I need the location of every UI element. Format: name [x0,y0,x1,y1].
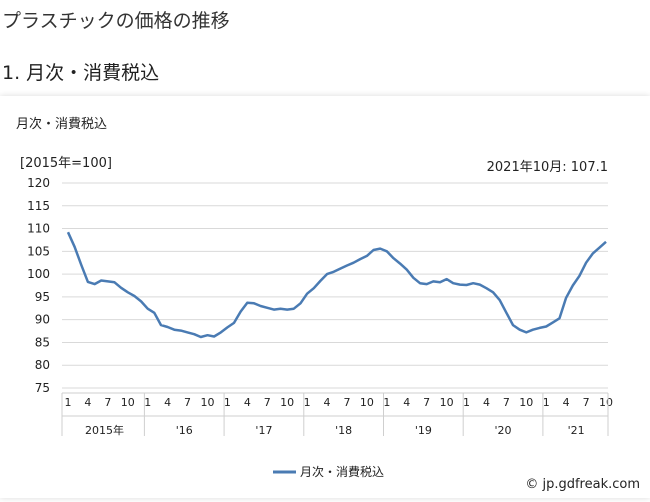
x-tick-label: 1 [463,396,470,409]
legend: 月次・消費税込 [273,464,384,479]
line-chart: 月次・消費税込 [2015年=100] 2021年10月: 107.1 75 80… [0,96,650,498]
y-tick-label: 105 [27,244,50,258]
x-tick-label: 1 [304,396,311,409]
y-tick-label: 80 [35,358,50,372]
y-tick-label: 120 [27,176,50,190]
x-tick-label: 4 [324,396,331,409]
x-year-label: '21 [568,424,585,437]
x-year-label: '18 [335,424,352,437]
chart-title: 月次・消費税込 [16,116,107,132]
x-tick-label: 10 [280,396,294,409]
x-tick-label: 7 [503,396,510,409]
x-year-label: '17 [255,424,272,437]
x-tick-label: 1 [543,396,550,409]
x-tick-label: 10 [519,396,533,409]
chart-card: 月次・消費税込 [2015年=100] 2021年10月: 107.1 75 80… [0,96,650,498]
y-tick-label: 85 [35,335,50,349]
y-tick-label: 110 [27,222,50,236]
y-tick-label: 90 [35,313,50,327]
x-tick-label: 1 [224,396,231,409]
x-tick-label: 7 [184,396,191,409]
y-tick-label: 115 [27,199,50,213]
x-tick-label: 7 [583,396,590,409]
x-tick-label: 1 [383,396,390,409]
x-tick-label: 7 [104,396,111,409]
y-tick-label: 95 [35,290,50,304]
y-tick-label: 100 [27,267,50,281]
x-tick-label: 7 [423,396,430,409]
x-tick-label: 10 [599,396,613,409]
section-title: 1. 月次・消費税込 [2,58,159,85]
source-credit: © jp.gdfreak.com [525,477,640,492]
x-tick-label: 7 [264,396,271,409]
y-tick-label: 75 [35,381,50,395]
copyright-icon: © [525,477,538,492]
x-tick-label: 10 [360,396,374,409]
x-year-label: '20 [495,424,512,437]
page-title: プラスチックの価格の推移 [2,6,230,33]
x-tick-label: 1 [65,396,72,409]
source-text: jp.gdfreak.com [542,477,640,492]
x-year-label: 2015年 [85,423,124,437]
x-tick-label: 10 [440,396,454,409]
x-year-label: '16 [176,424,193,437]
latest-value-annotation: 2021年10月: 107.1 [487,160,608,175]
x-tick-label: 1 [144,396,151,409]
x-tick-label: 7 [343,396,350,409]
x-tick-label: 4 [403,396,410,409]
legend-label: 月次・消費税込 [300,464,384,479]
x-tick-label: 4 [483,396,490,409]
x-tick-label: 4 [244,396,251,409]
x-tick-label: 4 [84,396,91,409]
x-tick-label: 10 [200,396,214,409]
series-line [68,232,606,337]
y-unit-label: [2015年=100] [20,156,112,171]
x-tick-label: 4 [563,396,570,409]
x-tick-label: 4 [164,396,171,409]
x-year-label: '19 [415,424,432,437]
x-tick-label: 10 [121,396,135,409]
